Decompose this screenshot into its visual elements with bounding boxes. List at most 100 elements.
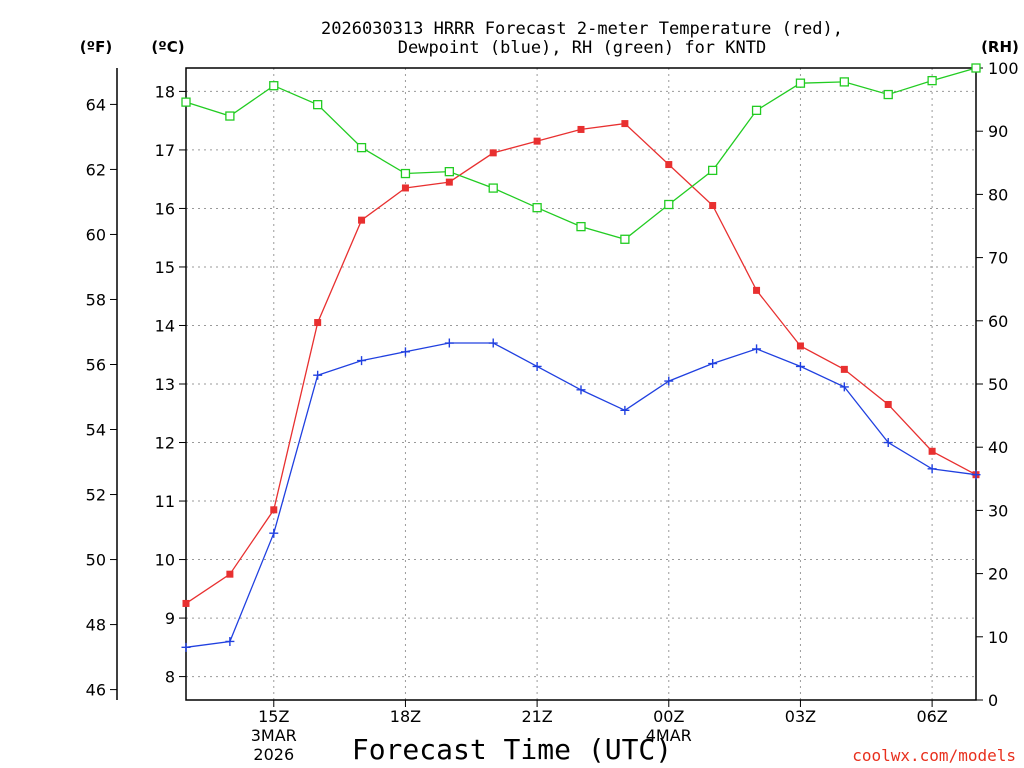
rh-tick-label: 60 [988, 312, 1008, 331]
data-point [445, 178, 453, 186]
rh-tick-label: 20 [988, 565, 1008, 584]
chart-title-line: 2026030313 HRRR Forecast 2-meter Tempera… [321, 19, 843, 39]
rh-tick-label: 80 [988, 185, 1008, 204]
data-point [576, 385, 586, 395]
credit-link[interactable]: coolwx.com/models [852, 746, 1016, 765]
fahrenheit-unit-label: (ºF) [80, 38, 112, 56]
data-point [225, 636, 235, 646]
rh-tick-label: 40 [988, 438, 1008, 457]
chart-title-line: Dewpoint (blue), RH (green) for KNTD [398, 38, 766, 58]
data-point [357, 356, 367, 366]
data-point [664, 199, 674, 210]
rh-unit-label: (RH) [981, 38, 1019, 56]
fahrenheit-tick-label: 60 [86, 225, 106, 244]
celsius-tick-label: 18 [155, 82, 175, 101]
celsius-tick-label: 15 [155, 258, 175, 277]
data-point [269, 528, 279, 538]
rh-tick-label: 0 [988, 691, 998, 710]
x-tick-label: 21Z [521, 707, 552, 726]
celsius-tick-label: 11 [155, 492, 175, 511]
data-point [751, 105, 762, 115]
celsius-tick-label: 10 [155, 551, 175, 570]
fahrenheit-tick-label: 62 [86, 160, 106, 179]
data-point [708, 165, 718, 176]
celsius-tick-label: 16 [155, 199, 175, 218]
data-point [664, 376, 674, 386]
data-point [796, 342, 804, 350]
data-point [533, 137, 541, 145]
data-point [883, 89, 893, 100]
x-tick-label: 18Z [390, 707, 421, 726]
data-point [971, 470, 981, 480]
data-point [709, 202, 717, 210]
fahrenheit-tick-label: 46 [86, 681, 106, 700]
data-point [181, 642, 191, 652]
rh-tick-label: 70 [988, 249, 1008, 268]
fahrenheit-tick-label: 48 [86, 616, 106, 635]
data-point [314, 319, 322, 327]
data-point [400, 347, 410, 357]
data-point [708, 359, 718, 369]
x-tick-label: 00Z [653, 707, 684, 726]
data-point [884, 400, 892, 408]
fahrenheit-tick-label: 64 [86, 95, 106, 114]
data-point [883, 438, 893, 448]
data-point [928, 447, 936, 455]
data-point [182, 599, 190, 607]
celsius-tick-label: 8 [165, 668, 175, 687]
data-point [621, 120, 629, 128]
data-point [444, 338, 454, 348]
data-point [270, 506, 278, 514]
data-point [839, 382, 849, 392]
x-tick-label: 3MAR [251, 726, 297, 745]
data-point [620, 234, 630, 244]
data-point [927, 75, 937, 86]
data-point [313, 370, 323, 380]
celsius-tick-label: 9 [165, 609, 175, 628]
data-point [532, 361, 542, 371]
series-line [185, 122, 977, 604]
celsius-tick-label: 14 [155, 316, 175, 335]
x-tick-label: 4MAR [646, 726, 692, 745]
data-point [225, 111, 235, 121]
data-point [181, 97, 191, 107]
rh-tick-label: 100 [988, 59, 1019, 78]
x-tick-label: 06Z [916, 707, 947, 726]
x-tick-label: 03Z [785, 707, 816, 726]
plot-frame [185, 67, 977, 701]
data-point [488, 183, 498, 193]
data-point [665, 161, 673, 169]
fahrenheit-tick-label: 54 [86, 421, 106, 440]
x-tick-label: 2026 [253, 745, 294, 764]
data-point [226, 570, 234, 578]
data-point [753, 286, 761, 294]
chart-title: 2026030313 HRRR Forecast 2-meter Tempera… [321, 19, 843, 58]
data-point [532, 203, 542, 213]
fahrenheit-tick-label: 56 [86, 355, 106, 374]
series-layer [181, 63, 981, 652]
x-axis-label: Forecast Time (UTC) [352, 733, 672, 766]
data-point [620, 405, 630, 415]
data-point [356, 142, 367, 153]
series-2-meter-temperature [182, 120, 980, 607]
data-point [971, 63, 981, 73]
series-rh [181, 63, 981, 244]
data-point [488, 338, 498, 348]
data-point [576, 221, 586, 232]
data-point [927, 464, 937, 474]
gridlines [186, 68, 976, 700]
celsius-unit-label: (ºC) [151, 38, 184, 56]
rh-tick-label: 30 [988, 501, 1008, 520]
axes: 8 9 10 11 12 13 14 15 16 17 18 46 48 50 52 54 56 58 60 62 64… [86, 59, 1019, 764]
data-point [577, 125, 585, 133]
celsius-tick-label: 12 [155, 434, 175, 453]
series-dewpoint [181, 338, 981, 652]
x-tick-label: 15Z [258, 707, 289, 726]
rh-tick-label: 50 [988, 375, 1008, 394]
data-point [752, 344, 762, 354]
data-point [444, 166, 454, 177]
data-point [313, 100, 323, 110]
data-point [489, 149, 497, 157]
data-point [358, 216, 366, 224]
celsius-tick-label: 17 [155, 141, 175, 160]
